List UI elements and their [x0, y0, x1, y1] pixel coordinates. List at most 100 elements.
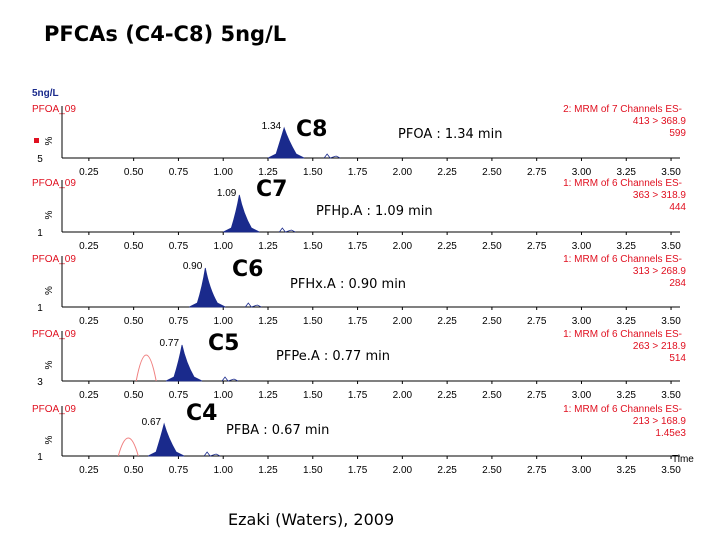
retention-annotation: PFBA : 0.67 min: [226, 423, 329, 438]
peak-rt-label: 1.34: [262, 121, 282, 132]
x-tick-label: 1.75: [348, 465, 368, 476]
y-axis-percent: %: [44, 136, 55, 145]
compound-tag: C4: [186, 401, 217, 426]
transition-label: 313 > 268.9: [633, 266, 687, 277]
compound-tag: C5: [208, 331, 239, 356]
baseline-noise: [279, 227, 296, 233]
x-tick-label: 2.00: [393, 241, 413, 252]
intensity-label: 599: [669, 128, 686, 139]
x-tick-label: 3.00: [572, 167, 592, 178]
x-tick-label: 2.75: [527, 465, 547, 476]
x-tick-label: 2.50: [482, 390, 502, 401]
x-tick-label: 0.75: [169, 316, 189, 327]
x-tick-label: 1.25: [258, 241, 278, 252]
peak-rt-label: 1.09: [217, 188, 237, 199]
x-tick-label: 1.50: [303, 167, 323, 178]
x-tick-label: 2.25: [437, 465, 457, 476]
secondary-trace: [117, 437, 139, 457]
x-tick-label: 2.00: [393, 167, 413, 178]
x-tick-label: 2.00: [393, 465, 413, 476]
x-tick-label: 3.50: [661, 167, 681, 178]
x-tick-label: 3.50: [661, 390, 681, 401]
x-tick-label: 3.00: [572, 390, 592, 401]
x-tick-label: 0.50: [124, 390, 144, 401]
y-axis-percent: %: [44, 210, 55, 219]
baseline-noise: [244, 302, 262, 308]
x-tick-label: 2.25: [437, 241, 457, 252]
sample-name: PFOA_09: [32, 329, 76, 340]
compound-tag: C7: [256, 177, 287, 202]
channel-label: 1: MRM of 6 Channels ES-: [563, 178, 682, 189]
x-tick-label: 1.00: [213, 167, 233, 178]
intensity-label: 444: [669, 202, 686, 213]
sample-name: PFOA_09: [32, 404, 76, 415]
y-axis-percent: %: [44, 435, 55, 444]
x-tick-label: 0.75: [169, 167, 189, 178]
source-credit: Ezaki (Waters), 2009: [228, 510, 395, 529]
x-tick-label: 1.75: [348, 167, 368, 178]
x-tick-label: 2.50: [482, 316, 502, 327]
x-tick-label: 3.00: [572, 241, 592, 252]
retention-annotation: PFOA : 1.34 min: [398, 127, 502, 142]
x-tick-label: 0.50: [124, 465, 144, 476]
retention-annotation: PFHp.A : 1.09 min: [316, 204, 433, 219]
x-tick-label: 0.50: [124, 316, 144, 327]
channel-label: 1: MRM of 6 Channels ES-: [563, 329, 682, 340]
transition-label: 213 > 168.9: [633, 416, 687, 427]
x-tick-label: 1.00: [213, 465, 233, 476]
x-tick-label: 3.50: [661, 316, 681, 327]
x-tick-label: 2.75: [527, 167, 547, 178]
sample-name: PFOA_09: [32, 178, 76, 189]
x-tick-label: 0.50: [124, 167, 144, 178]
x-tick-label: 1.25: [258, 390, 278, 401]
x-tick-label: 1.50: [303, 316, 323, 327]
x-tick-label: 1.00: [213, 316, 233, 327]
secondary-trace: [135, 354, 157, 382]
channel-label: 1: MRM of 6 Channels ES-: [563, 404, 682, 415]
compound-tag: C8: [296, 117, 327, 142]
x-tick-label: 0.75: [169, 241, 189, 252]
x-tick-label: 1.25: [258, 167, 278, 178]
chromatogram-peak: [223, 194, 260, 233]
chromatogram-peak: [147, 422, 185, 457]
intensity-label: 514: [669, 353, 686, 364]
x-tick-label: 0.25: [79, 465, 99, 476]
x-tick-label: 0.50: [124, 241, 144, 252]
x-tick-label: 3.00: [572, 465, 592, 476]
x-tick-label: 1.50: [303, 390, 323, 401]
x-tick-label: 1.50: [303, 465, 323, 476]
x-tick-label: 0.25: [79, 316, 99, 327]
compound-tag: C6: [232, 257, 263, 282]
x-tick-label: 2.50: [482, 241, 502, 252]
retention-annotation: PFPe.A : 0.77 min: [276, 349, 390, 364]
x-tick-label: 1.75: [348, 390, 368, 401]
baseline-noise: [323, 153, 341, 159]
x-tick-label: 3.25: [617, 465, 637, 476]
x-tick-label: 2.25: [437, 390, 457, 401]
y-axis-min: 1: [37, 303, 43, 314]
x-tick-label: 2.50: [482, 167, 502, 178]
y-axis-min: 5: [37, 154, 43, 165]
x-tick-label: 1.50: [303, 241, 323, 252]
sample-name: PFOA_09: [32, 104, 76, 115]
x-tick-label: 1.75: [348, 241, 368, 252]
x-tick-label: 1.00: [213, 390, 233, 401]
retention-annotation: PFHx.A : 0.90 min: [290, 277, 406, 292]
y-axis-percent: %: [44, 286, 55, 295]
x-tick-label: 1.75: [348, 316, 368, 327]
peak-rt-label: 0.67: [142, 417, 162, 428]
x-axis-title: Time: [672, 454, 694, 465]
x-tick-label: 0.75: [169, 390, 189, 401]
x-tick-label: 3.25: [617, 316, 637, 327]
x-tick-label: 2.00: [393, 316, 413, 327]
chromatogram-peak: [165, 344, 203, 382]
x-tick-label: 0.75: [169, 465, 189, 476]
x-tick-label: 0.25: [79, 167, 99, 178]
y-axis-percent: %: [44, 360, 55, 369]
x-tick-label: 3.25: [617, 241, 637, 252]
x-tick-label: 2.25: [437, 167, 457, 178]
x-tick-label: 3.25: [617, 390, 637, 401]
y-axis-min: 1: [37, 228, 43, 239]
x-tick-label: 0.25: [79, 390, 99, 401]
